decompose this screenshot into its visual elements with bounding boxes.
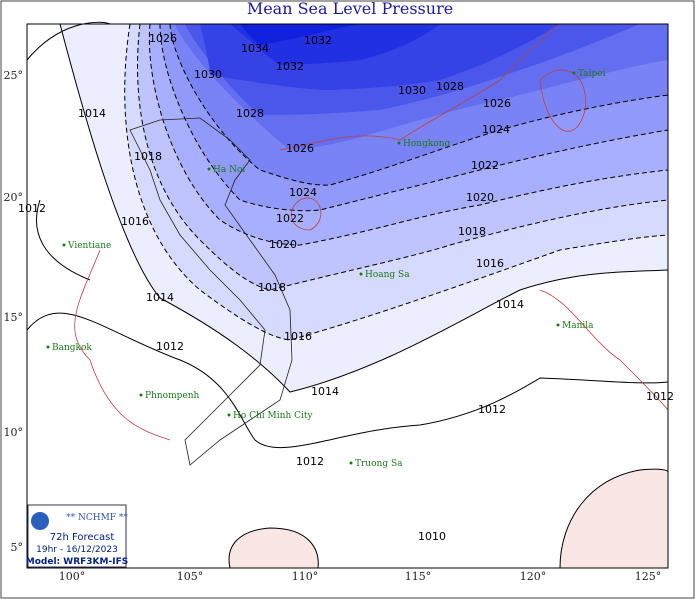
place-marker <box>572 71 576 75</box>
contour <box>137 23 669 291</box>
place-label: Ho Chi Minh City <box>233 411 313 421</box>
place-marker <box>359 272 363 276</box>
contour-label: 1030 <box>194 68 222 81</box>
contour-label: 1012 <box>156 340 184 353</box>
lat-label: 15° <box>4 311 24 324</box>
contour-label: 1014 <box>78 107 106 120</box>
map-title: Mean Sea Level Pressure <box>247 0 453 18</box>
place-label: Ha Noi <box>213 165 245 175</box>
info-org: ** NCHMF ** <box>66 513 128 523</box>
contour-label: 1032 <box>304 34 332 47</box>
logo <box>31 512 49 530</box>
place-marker <box>139 393 143 397</box>
map-border <box>26 23 669 569</box>
lon-label: 120° <box>520 570 547 583</box>
contour-label: 1028 <box>436 80 464 93</box>
place-label: Bangkok <box>52 343 92 353</box>
place-label: Vientiane <box>67 241 111 251</box>
vietnam-outline <box>129 117 293 466</box>
contours <box>26 21 669 449</box>
lon-label: 105° <box>177 570 204 583</box>
contour-label: 1010 <box>418 530 446 543</box>
place-marker <box>397 141 401 145</box>
place-label: Hoang Sa <box>365 270 410 280</box>
contour-label: 1020 <box>269 238 297 251</box>
contour-label: 1030 <box>398 84 426 97</box>
lat-label: 20° <box>4 191 24 204</box>
contour-label: 1016 <box>476 257 504 270</box>
lat-label: 10° <box>4 426 24 439</box>
contour-label: 1018 <box>258 281 286 294</box>
contour-label: 1014 <box>496 298 524 311</box>
contour-label: 1026 <box>286 142 314 155</box>
place-label: Taipei <box>578 69 606 79</box>
contour-label: 1012 <box>18 202 46 215</box>
place-marker <box>556 323 560 327</box>
place-label: Truong Sa <box>355 459 403 469</box>
high-area <box>559 468 669 569</box>
info-box: ** NCHMF ** 72h Forecast 19hr - 16/12/20… <box>26 504 128 568</box>
contour-label: 1016 <box>284 330 312 343</box>
contour <box>169 23 669 186</box>
contour <box>59 23 669 393</box>
lon-label: 125° <box>635 570 662 583</box>
lon-label: 100° <box>59 570 86 583</box>
place-label: Hongkong <box>403 139 450 149</box>
contour-label: 1014 <box>311 385 339 398</box>
contour-label: 1018 <box>134 150 162 163</box>
contour-label: 1016 <box>121 215 149 228</box>
contour <box>124 23 669 341</box>
lon-label: 115° <box>405 570 432 583</box>
contour-label: 1012 <box>296 455 324 468</box>
place-marker <box>207 167 211 171</box>
info-forecast: 72h Forecast <box>50 532 115 543</box>
contour-label: 1026 <box>483 97 511 110</box>
contour-label: 1012 <box>646 390 674 403</box>
contour-label: 1014 <box>146 291 174 304</box>
lon-label: 110° <box>292 570 319 583</box>
place-label: Phnompenh <box>145 391 199 401</box>
lat-label: 25° <box>4 69 24 82</box>
info-model: Model: WRF3KM-IFS <box>26 557 128 567</box>
contour-label: 1026 <box>149 32 177 45</box>
contour-label: 1024 <box>289 186 317 199</box>
contour <box>148 23 669 246</box>
lat-label: 5° <box>11 541 24 554</box>
contour-label: 1012 <box>478 403 506 416</box>
contour-label: 1028 <box>236 107 264 120</box>
contour-label: 1020 <box>466 191 494 204</box>
place-marker <box>46 345 50 349</box>
place-marker <box>62 243 66 247</box>
high-area <box>228 527 319 569</box>
place-label: Manila <box>562 321 594 331</box>
contour-label: 1024 <box>482 123 510 136</box>
contour-label: 1034 <box>241 42 269 55</box>
band <box>240 24 360 45</box>
contour-label: 1022 <box>276 212 304 225</box>
place-marker <box>227 413 231 417</box>
place-marker <box>349 461 353 465</box>
contour <box>26 21 669 449</box>
info-time: 19hr - 16/12/2023 <box>36 545 118 555</box>
contour <box>36 199 91 281</box>
contour-label: 1032 <box>276 60 304 73</box>
coastline <box>74 23 669 441</box>
contour-label: 1022 <box>471 159 499 172</box>
pressure-bands <box>27 24 669 569</box>
contour-label: 1018 <box>458 225 486 238</box>
contour <box>159 23 669 212</box>
